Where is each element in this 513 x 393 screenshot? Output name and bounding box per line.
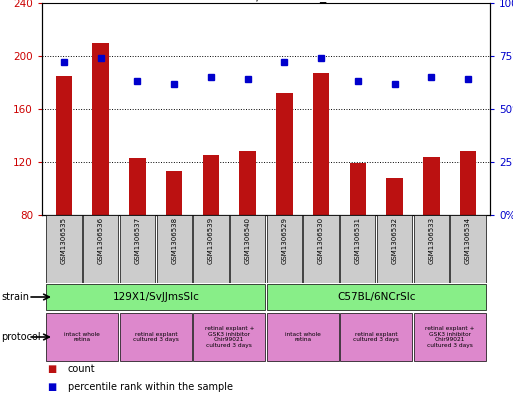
Text: intact whole
retina: intact whole retina	[285, 332, 321, 342]
Bar	[46, 215, 82, 283]
Text: retinal explant +
GSK3 inhibitor
Chir99021
cultured 3 days: retinal explant + GSK3 inhibitor Chir990…	[205, 326, 254, 348]
Text: retinal explant
cultured 3 days: retinal explant cultured 3 days	[353, 332, 399, 342]
Bar	[193, 215, 229, 283]
Bar	[120, 215, 155, 283]
Bar	[413, 215, 449, 283]
Text: 129X1/SvJJmsSlc: 129X1/SvJJmsSlc	[112, 292, 199, 302]
Bar	[276, 93, 292, 215]
Bar	[166, 171, 183, 215]
Bar	[46, 312, 119, 362]
Bar	[193, 312, 265, 362]
Text: retinal explant
cultured 3 days: retinal explant cultured 3 days	[133, 332, 179, 342]
Text: GSM1306533: GSM1306533	[428, 217, 434, 264]
Text: intact whole
retina: intact whole retina	[65, 332, 101, 342]
Text: C57BL/6NCrSlc: C57BL/6NCrSlc	[337, 292, 416, 302]
Text: GSM1306529: GSM1306529	[281, 217, 287, 264]
Bar	[129, 158, 146, 215]
Text: ■: ■	[47, 382, 56, 392]
Bar	[203, 155, 219, 215]
Bar	[92, 43, 109, 215]
Text: GSM1306535: GSM1306535	[61, 217, 67, 264]
Bar	[56, 76, 72, 215]
Bar	[340, 215, 376, 283]
Title: GDS5188 / 1444077_at: GDS5188 / 1444077_at	[193, 0, 339, 2]
Bar	[230, 215, 265, 283]
Bar	[460, 151, 476, 215]
Bar	[267, 285, 486, 310]
Text: GSM1306530: GSM1306530	[318, 217, 324, 264]
Text: retinal explant +
GSK3 inhibitor
Chir99021
cultured 3 days: retinal explant + GSK3 inhibitor Chir990…	[425, 326, 475, 348]
Text: GSM1306536: GSM1306536	[98, 217, 104, 264]
Text: GSM1306534: GSM1306534	[465, 217, 471, 264]
Bar	[423, 157, 440, 215]
Text: GSM1306538: GSM1306538	[171, 217, 177, 264]
Text: GSM1306539: GSM1306539	[208, 217, 214, 264]
Bar	[83, 215, 119, 283]
Bar	[349, 163, 366, 215]
Bar	[46, 285, 265, 310]
Bar	[304, 215, 339, 283]
Bar	[120, 312, 192, 362]
Bar	[413, 312, 486, 362]
Bar	[267, 312, 339, 362]
Bar	[450, 215, 486, 283]
Bar	[377, 215, 412, 283]
Bar	[313, 73, 329, 215]
Bar	[267, 215, 302, 283]
Text: strain: strain	[1, 292, 29, 302]
Text: GSM1306540: GSM1306540	[245, 217, 251, 264]
Bar	[340, 312, 412, 362]
Text: GSM1306531: GSM1306531	[355, 217, 361, 264]
Text: percentile rank within the sample: percentile rank within the sample	[68, 382, 233, 392]
Text: protocol: protocol	[1, 332, 41, 342]
Bar	[386, 178, 403, 215]
Text: count: count	[68, 364, 95, 375]
Text: GSM1306537: GSM1306537	[134, 217, 141, 264]
Bar	[240, 151, 256, 215]
Bar	[156, 215, 192, 283]
Text: ■: ■	[47, 364, 56, 375]
Text: GSM1306532: GSM1306532	[391, 217, 398, 264]
